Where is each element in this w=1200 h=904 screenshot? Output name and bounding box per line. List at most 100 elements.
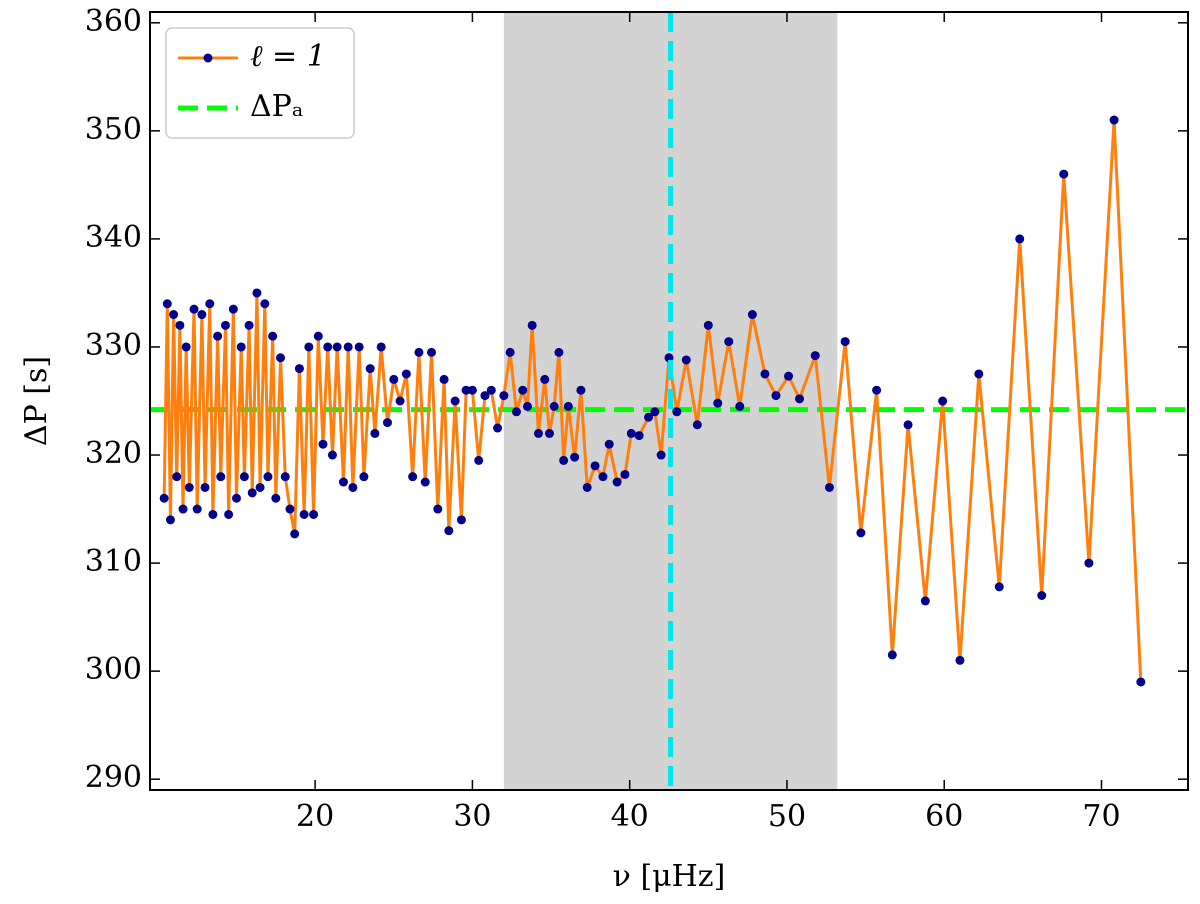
data-point xyxy=(309,509,319,519)
data-point xyxy=(181,342,191,352)
data-line xyxy=(162,118,1143,683)
data-point xyxy=(598,472,608,482)
data-point xyxy=(840,337,850,347)
data-point xyxy=(703,320,713,330)
data-point xyxy=(499,391,509,401)
data-point xyxy=(681,355,691,365)
data-point xyxy=(590,461,600,471)
data-point xyxy=(576,385,586,395)
data-point xyxy=(439,374,449,384)
y-tick-label: 300 xyxy=(85,652,142,687)
x-tick-label: 40 xyxy=(611,799,649,834)
data-point xyxy=(159,493,169,503)
y-tick-label: 350 xyxy=(85,112,142,147)
data-point xyxy=(332,342,342,352)
data-point xyxy=(810,351,820,361)
data-point xyxy=(318,439,328,449)
data-point xyxy=(974,369,984,379)
x-tick-label: 60 xyxy=(925,799,963,834)
y-tick-label: 320 xyxy=(85,436,142,471)
y-tick-label: 340 xyxy=(85,220,142,255)
data-point xyxy=(612,477,622,487)
data-point xyxy=(427,347,437,357)
data-point xyxy=(570,452,580,462)
data-point xyxy=(370,428,380,438)
data-point xyxy=(239,472,249,482)
data-point xyxy=(1136,677,1146,687)
x-tick-label: 20 xyxy=(296,799,334,834)
data-point xyxy=(856,528,866,538)
data-point xyxy=(382,418,392,428)
data-point xyxy=(554,347,564,357)
data-point xyxy=(184,482,194,492)
data-point xyxy=(784,371,794,381)
data-point xyxy=(244,320,254,330)
data-point xyxy=(505,347,515,357)
data-point xyxy=(493,423,503,433)
data-point xyxy=(461,385,471,395)
data-point xyxy=(994,582,1004,592)
x-axis-label: ν [μHz] xyxy=(613,859,726,894)
data-point xyxy=(172,472,182,482)
data-point xyxy=(205,299,215,309)
data-point xyxy=(252,288,262,298)
data-point xyxy=(692,420,702,430)
data-point xyxy=(527,320,537,330)
data-point xyxy=(650,407,660,417)
legend: ℓ = 1 ΔPₐ xyxy=(165,27,355,139)
data-point xyxy=(480,391,490,401)
data-point xyxy=(713,398,723,408)
y-tick-label: 330 xyxy=(85,328,142,363)
data-point xyxy=(354,342,364,352)
data-point xyxy=(220,320,230,330)
data-point xyxy=(620,469,630,479)
data-point xyxy=(626,428,636,438)
data-point xyxy=(533,428,543,438)
data-point xyxy=(338,477,348,487)
data-point xyxy=(343,342,353,352)
data-point xyxy=(189,304,199,314)
data-point xyxy=(408,472,418,482)
data-point xyxy=(327,450,337,460)
data-point xyxy=(280,472,290,482)
data-point xyxy=(747,310,757,320)
data-point xyxy=(456,515,466,525)
data-point xyxy=(760,369,770,379)
data-point xyxy=(213,331,223,341)
data-point xyxy=(724,337,734,347)
data-point xyxy=(582,482,592,492)
data-point xyxy=(348,482,358,492)
data-point xyxy=(299,509,309,519)
data-point xyxy=(271,493,281,503)
data-point xyxy=(420,477,430,487)
data-point xyxy=(1109,115,1119,125)
data-point xyxy=(290,529,300,539)
data-point xyxy=(232,493,241,503)
y-tick-label: 290 xyxy=(85,760,142,795)
data-point xyxy=(162,299,172,309)
x-tick-label: 70 xyxy=(1082,799,1120,834)
data-point xyxy=(365,364,375,374)
data-point xyxy=(824,482,834,492)
data-point xyxy=(208,509,218,519)
data-point xyxy=(228,304,238,314)
data-point xyxy=(549,401,559,411)
data-point xyxy=(216,472,226,482)
data-point xyxy=(294,364,304,374)
plot-frame xyxy=(149,11,1189,791)
data-point xyxy=(672,407,682,417)
data-point xyxy=(518,385,528,395)
data-point xyxy=(260,299,270,309)
data-point xyxy=(887,650,897,660)
data-point xyxy=(268,331,278,341)
data-point xyxy=(276,353,286,363)
data-point xyxy=(433,504,443,514)
data-point xyxy=(175,320,185,330)
legend-label: ℓ = 1 xyxy=(250,39,326,74)
data-point xyxy=(559,455,569,465)
data-point xyxy=(544,428,554,438)
data-point xyxy=(920,596,930,606)
legend-marker xyxy=(203,53,213,63)
data-point xyxy=(634,431,644,441)
